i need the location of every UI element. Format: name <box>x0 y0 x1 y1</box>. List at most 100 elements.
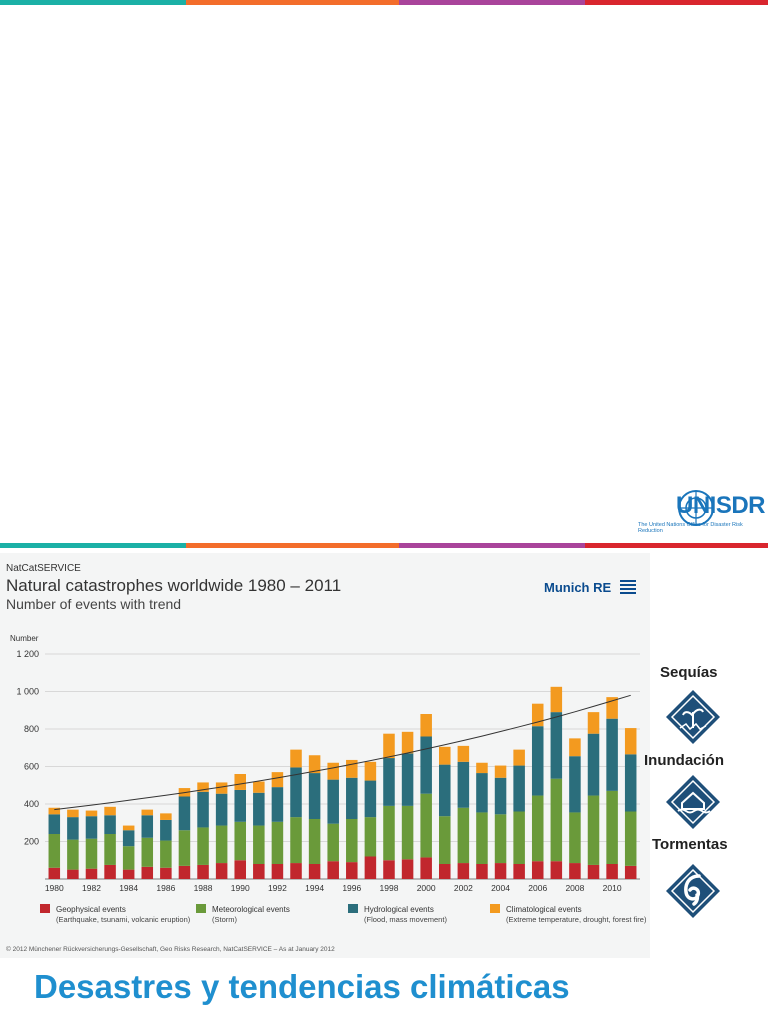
bar-segment <box>420 736 432 794</box>
x-tick-label: 1998 <box>380 883 399 893</box>
bar-segment <box>85 810 98 817</box>
x-tick-label: 1994 <box>305 883 324 893</box>
bar-segment <box>383 805 395 861</box>
bar-segment <box>290 863 302 879</box>
bar-segment <box>513 811 525 864</box>
bar-segment <box>215 793 228 826</box>
x-tick-label: 2004 <box>491 883 510 893</box>
bar-segment <box>271 772 284 788</box>
bar-segment <box>606 864 618 879</box>
bar-segment <box>160 819 172 841</box>
bar-segment <box>271 787 284 822</box>
bar-segment <box>364 817 377 857</box>
bar-segment <box>401 805 414 860</box>
bar-segment <box>290 767 302 818</box>
bar-segment <box>439 764 451 817</box>
bar-segment <box>234 860 246 879</box>
x-tick-label: 1996 <box>342 883 361 893</box>
bar-segment <box>383 860 395 879</box>
top-color-stripe <box>0 0 768 5</box>
bar-segment <box>457 761 470 808</box>
bar-segment <box>327 861 339 879</box>
y-tick-label: 1 200 <box>16 649 39 659</box>
legend-swatch <box>196 904 206 913</box>
bar-segment <box>624 811 637 866</box>
bar-segment <box>141 866 154 879</box>
bar-segment <box>420 857 432 879</box>
bar-segment <box>160 840 172 868</box>
x-tick-label: 2002 <box>454 883 473 893</box>
flood-icon <box>666 775 720 829</box>
bar-segment <box>494 863 507 879</box>
bar-segment <box>550 861 563 879</box>
x-tick-label: 1980 <box>45 883 64 893</box>
bar-segment <box>122 846 135 870</box>
copyright-note: © 2012 Münchener Rückversicherungs-Gesel… <box>6 946 335 953</box>
x-tick-label: 1990 <box>231 883 250 893</box>
y-tick-label: 1 000 <box>16 687 39 697</box>
bar-segment <box>439 746 451 765</box>
legend-entry: Climatological events <box>506 905 582 914</box>
bar-segment <box>197 864 209 879</box>
bar-segment <box>141 837 154 867</box>
bar-segment <box>476 773 488 813</box>
bar-segment <box>513 749 525 766</box>
bar-segment <box>253 781 265 793</box>
legend-swatch <box>490 904 500 913</box>
bar-segment <box>178 865 191 879</box>
bar-segment <box>346 819 358 863</box>
bar-segment <box>160 867 172 879</box>
un-emblem-icon <box>678 490 714 526</box>
x-tick-label: 2000 <box>417 883 436 893</box>
bar-segment <box>383 758 395 806</box>
legend-swatch <box>348 904 358 913</box>
slide-title: Desastres y tendencias climáticas <box>34 968 570 1005</box>
bar-segment <box>253 825 265 864</box>
bar-segment <box>104 815 116 834</box>
bar-segment <box>122 825 135 831</box>
bar-segment <box>494 765 507 778</box>
bar-segment <box>346 777 358 819</box>
y-tick-label: 600 <box>24 762 39 772</box>
legend-swatch <box>40 904 50 913</box>
chart-title: Natural catastrophes worldwide 1980 – 20… <box>6 576 342 595</box>
bar-segment <box>271 864 284 879</box>
unisdr-brand: UNISDR <box>676 492 766 519</box>
bar-segment <box>569 738 581 757</box>
legend-entry: Hydrological events <box>364 905 434 914</box>
bar-segment <box>308 755 321 774</box>
bar-segment <box>606 790 618 864</box>
x-tick-label: 2008 <box>565 883 584 893</box>
bar-segment <box>215 782 228 794</box>
bar-segment <box>606 718 618 791</box>
bar-segment <box>513 765 525 812</box>
x-tick-label: 2010 <box>603 883 622 893</box>
bar-segment <box>234 789 246 822</box>
bar-segment <box>104 834 116 865</box>
bar-segment <box>420 793 432 858</box>
bar-segment <box>457 807 470 864</box>
bar-segment <box>531 795 544 862</box>
bar-segment <box>197 791 209 828</box>
bar-segment <box>160 813 172 820</box>
x-tick-label: 1988 <box>194 883 213 893</box>
bar-segment <box>624 865 637 879</box>
x-tick-label: 1982 <box>82 883 101 893</box>
bar-segment <box>346 759 358 778</box>
bar-segment <box>122 830 135 847</box>
bar-segment <box>587 712 600 734</box>
legend-description: (Earthquake, tsunami, volcanic eruption) <box>56 915 191 924</box>
bar-segment <box>513 864 525 879</box>
chart-service-label: NatCatSERVICE <box>6 563 81 574</box>
bar-segment <box>569 812 581 864</box>
bar-segment <box>531 861 544 879</box>
bar-segment <box>85 868 98 879</box>
bar-segment <box>364 761 377 781</box>
bar-segment <box>624 728 637 755</box>
trend-line <box>54 694 631 811</box>
bar-segment <box>308 819 321 864</box>
bar-segment <box>85 816 98 839</box>
bar-segment <box>253 864 265 879</box>
bar-segment <box>67 869 79 879</box>
label-tormentas: Tormentas <box>652 836 728 853</box>
